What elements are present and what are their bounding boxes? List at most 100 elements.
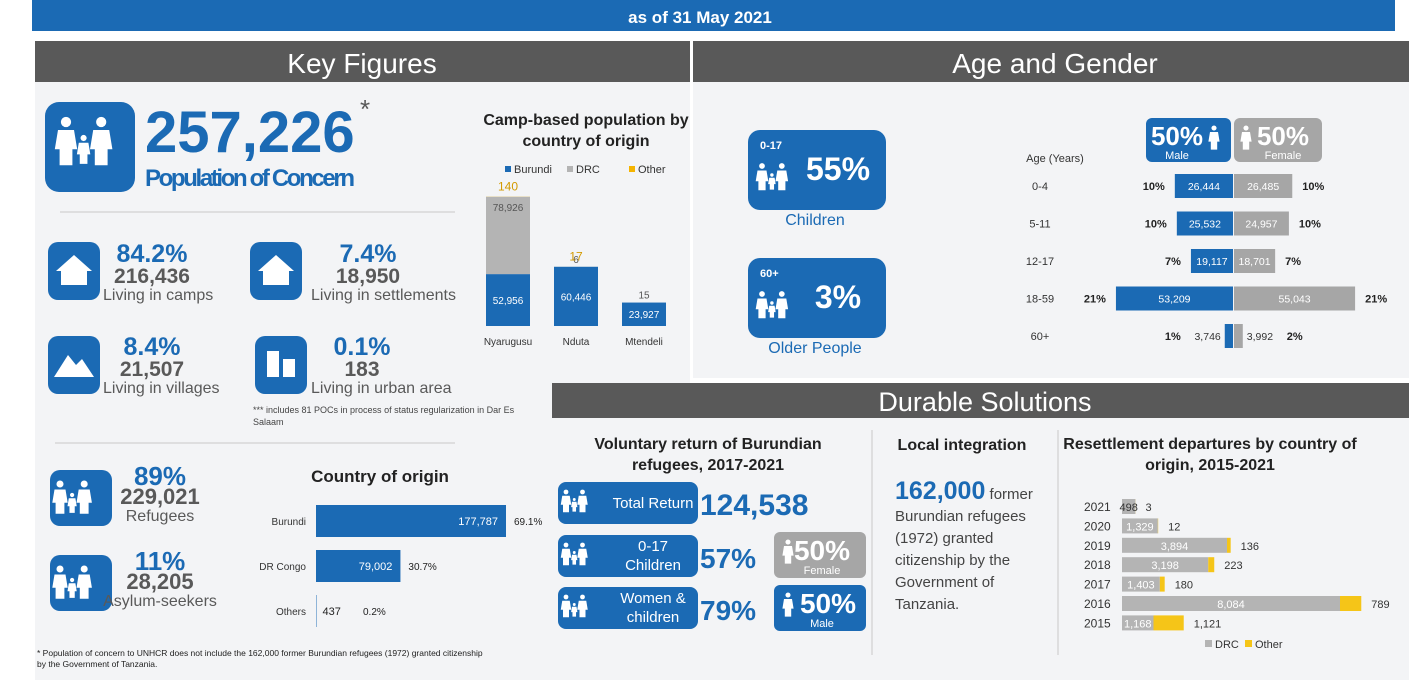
percent-label: 0.2%	[363, 607, 386, 618]
icon	[759, 291, 765, 297]
value-label: 437	[322, 606, 340, 618]
section-title: Age and Gender	[952, 48, 1158, 79]
icon	[76, 574, 92, 599]
category-label: 2020	[1084, 519, 1111, 533]
value: 124,538	[700, 489, 808, 522]
icon	[52, 489, 68, 514]
value-label: 1,403	[1127, 580, 1155, 592]
chart-title: Camp-based population by country of orig…	[483, 112, 689, 150]
bar	[1153, 615, 1184, 631]
legend-label: Male	[810, 618, 834, 630]
value-label: 53,209	[1158, 294, 1190, 306]
value-label: 18,701	[1239, 256, 1271, 268]
percent-label: 30.7%	[408, 562, 436, 573]
chart-title: Local integration	[898, 437, 1027, 454]
value-label: 3,198	[1151, 560, 1179, 572]
icon-box	[1234, 118, 1322, 162]
icon	[1208, 132, 1220, 150]
value-label: 23,927	[629, 310, 660, 321]
icon	[54, 355, 94, 377]
bar	[486, 274, 530, 326]
label: Living in urban area	[311, 380, 452, 397]
category-label: 12-17	[1026, 256, 1054, 268]
percent: 84.2%	[117, 240, 188, 268]
icon	[782, 546, 794, 564]
percent-label: 2%	[1287, 331, 1303, 343]
bar	[1234, 249, 1276, 273]
percent-label: 10%	[1299, 219, 1321, 231]
category-label: 2017	[1084, 578, 1111, 592]
bar	[1190, 249, 1233, 273]
legend-label: Male	[1165, 150, 1189, 162]
category-label: Nduta	[563, 337, 590, 348]
category-label: DR Congo	[259, 562, 306, 573]
icon	[571, 554, 578, 565]
subtitle: as of 31 May 2021	[628, 8, 772, 27]
icon-box	[1146, 118, 1231, 162]
bar	[1115, 286, 1233, 311]
range: 60+	[760, 268, 779, 280]
note: *** includes 81 POCs in process of statu…	[253, 405, 515, 427]
bar	[1122, 596, 1340, 611]
value-label: 19,117	[1196, 256, 1227, 268]
value-label: 8,084	[1217, 599, 1245, 611]
percent: 50%	[800, 588, 856, 619]
bar	[1122, 518, 1158, 534]
icon	[1243, 125, 1249, 131]
value-label: 6	[573, 255, 579, 266]
count: 28,205	[126, 569, 193, 594]
category-label: 0-4	[1032, 181, 1048, 193]
category-label: Nyarugusu	[484, 337, 532, 348]
icon	[67, 583, 77, 598]
star: *	[360, 94, 370, 124]
icon	[571, 606, 578, 617]
category-label: Mtendeli	[625, 337, 663, 348]
icon	[778, 163, 785, 169]
header-bar	[32, 0, 1395, 31]
icon	[96, 116, 107, 128]
legend-label: DRC	[576, 164, 600, 176]
icon-box	[774, 532, 866, 578]
bar	[1122, 499, 1136, 514]
value-label: 24,957	[1245, 219, 1277, 231]
legend-label: Burundi	[514, 164, 552, 176]
value-label: 3,992	[1247, 331, 1273, 343]
icon	[759, 163, 765, 169]
icon	[1240, 132, 1252, 150]
legend-label: Other	[1255, 639, 1283, 651]
bar	[1234, 324, 1243, 348]
percent-label: 10%	[1145, 219, 1167, 231]
value-label: 25,532	[1189, 219, 1221, 231]
icon	[770, 173, 774, 177]
icon	[283, 359, 295, 377]
bar	[1122, 576, 1160, 592]
bar	[1208, 557, 1215, 573]
value-label: 26,485	[1247, 181, 1279, 193]
icon	[560, 495, 572, 513]
icon	[775, 170, 789, 191]
count: 183	[344, 358, 379, 381]
value-label: 498	[1120, 502, 1138, 514]
percent: 3%	[815, 279, 861, 315]
icon-box	[255, 336, 307, 394]
icon	[785, 592, 791, 598]
icon-box	[558, 482, 698, 524]
icon	[80, 480, 88, 488]
text: former Burundian refugees (1972) granted…	[895, 486, 1033, 613]
value-label: 17	[569, 250, 583, 264]
value-label: 136	[1241, 541, 1259, 553]
category-label: Others	[276, 607, 306, 618]
value-label: 180	[1175, 580, 1193, 592]
value-label: 177,787	[458, 516, 498, 528]
bar	[316, 550, 401, 582]
chart-title: Country of origin	[311, 467, 449, 486]
icon	[80, 565, 88, 573]
bar	[486, 196, 530, 275]
icon	[54, 130, 78, 166]
icon	[89, 130, 113, 166]
bar	[1234, 211, 1289, 236]
total: 257,226	[145, 100, 355, 165]
icon	[577, 548, 588, 566]
value-label: 12	[1168, 521, 1180, 533]
icon	[56, 255, 92, 285]
